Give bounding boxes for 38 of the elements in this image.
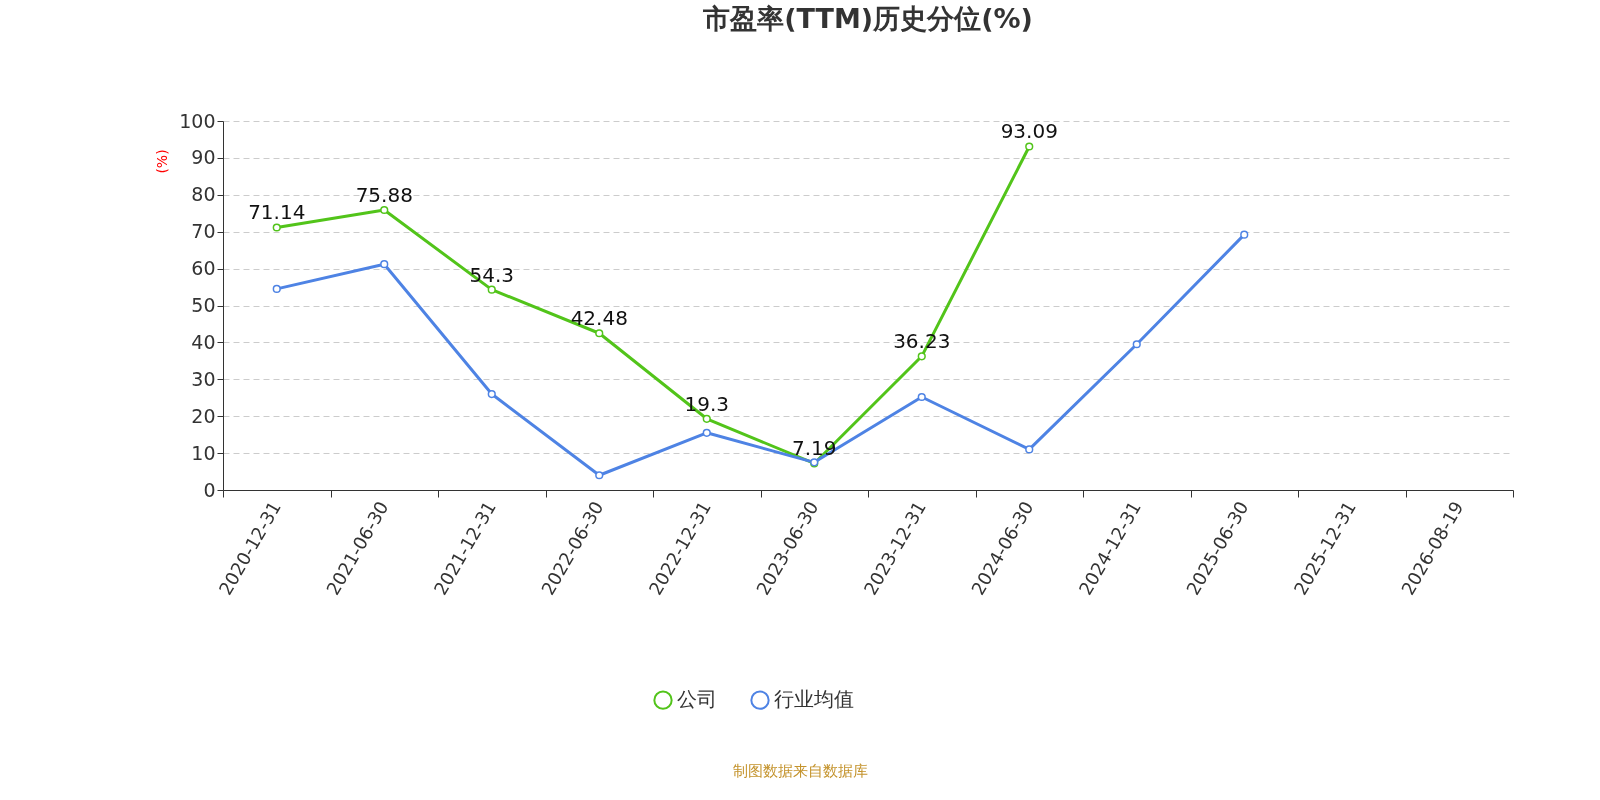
point (702, 414, 711, 423)
text: 制图数据来自数据库 (731, 762, 869, 781)
y-tick-label: 70 (191, 220, 216, 243)
point (1025, 445, 1034, 454)
point (272, 223, 281, 232)
y-tick-label: 80 (191, 183, 216, 206)
y-axis-title: (%) (153, 149, 170, 174)
data-label: 93.09 (1000, 119, 1058, 144)
data-label: 71.14 (248, 200, 306, 225)
y-tick-label: 100 (179, 109, 216, 132)
point (917, 392, 926, 402)
point (1132, 340, 1141, 349)
point (487, 389, 496, 399)
point (702, 428, 711, 437)
point (487, 285, 496, 294)
legend-label: 行业均值 (774, 687, 854, 712)
point (380, 260, 389, 269)
data-label: 75.88 (355, 183, 413, 207)
legend-label: 公司 (677, 687, 717, 712)
y-tick-label: 90 (191, 146, 216, 169)
data-label: 19.3 (684, 391, 730, 416)
y-tick-label: 0 (203, 478, 216, 501)
y-tick-label: 10 (191, 441, 216, 464)
y-tick-label: 30 (191, 367, 216, 390)
data-label: 54.3 (469, 262, 515, 287)
chart-title: 市盈率(TTM)历史分位(%) (702, 3, 1033, 34)
point (595, 329, 604, 338)
point (272, 284, 281, 293)
point (595, 471, 604, 480)
point (1025, 142, 1034, 151)
y-tick-label: 50 (191, 294, 216, 316)
point (380, 205, 389, 215)
data-label: 42.48 (570, 306, 628, 331)
point (1240, 230, 1249, 239)
y-tick-label: 60 (191, 257, 216, 280)
y-tick-label: 40 (191, 330, 216, 353)
point (917, 352, 926, 361)
y-tick-label: 20 (191, 404, 216, 427)
